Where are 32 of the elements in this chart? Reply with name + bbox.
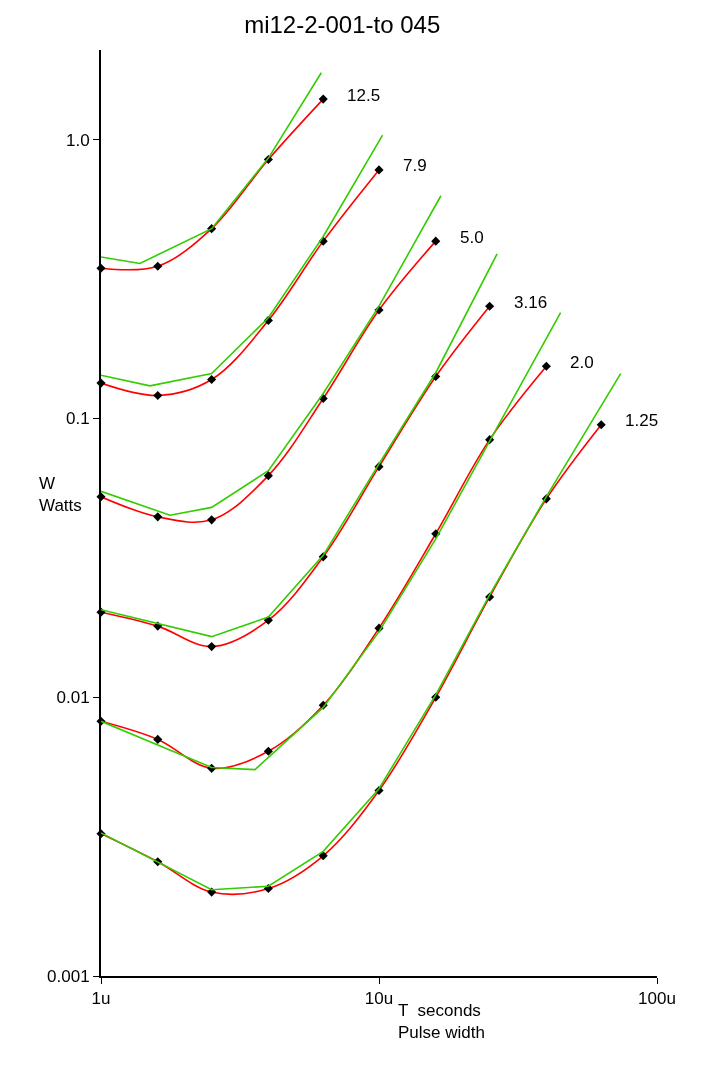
series-label: 7.9 xyxy=(403,156,427,175)
point xyxy=(263,471,273,481)
x-tick-label: 100u xyxy=(638,989,676,1009)
point xyxy=(153,261,163,271)
point xyxy=(153,734,163,744)
chart-title: mi12-2-001-to 045 xyxy=(244,10,441,38)
y-tick-label: 0.1 xyxy=(65,409,90,429)
point xyxy=(541,361,551,371)
point xyxy=(374,165,384,175)
point xyxy=(153,512,163,522)
point xyxy=(318,851,328,861)
point xyxy=(153,390,163,401)
x-tick-label: 10u xyxy=(364,989,394,1009)
point xyxy=(431,236,441,246)
y-tick-label: 0.001 xyxy=(47,966,90,986)
series-label: 3.16 xyxy=(514,293,548,312)
point xyxy=(485,301,495,311)
x-tick-label: 1u xyxy=(91,989,111,1009)
point xyxy=(207,642,217,652)
series-label: 12.5 xyxy=(347,86,381,105)
point xyxy=(263,746,273,756)
series-label: 2.0 xyxy=(570,353,594,372)
point xyxy=(207,515,217,525)
point xyxy=(596,420,606,430)
point xyxy=(207,375,217,385)
y-tick-label: 0.01 xyxy=(56,688,90,708)
x-axis-title: T seconds Pulse width xyxy=(398,1001,485,1043)
series-label: 1.25 xyxy=(625,411,659,430)
series-label: 5.0 xyxy=(460,228,484,247)
y-tick-label: 1.0 xyxy=(65,130,90,150)
point xyxy=(318,94,328,104)
y-axis-title: W Watts xyxy=(39,474,82,516)
